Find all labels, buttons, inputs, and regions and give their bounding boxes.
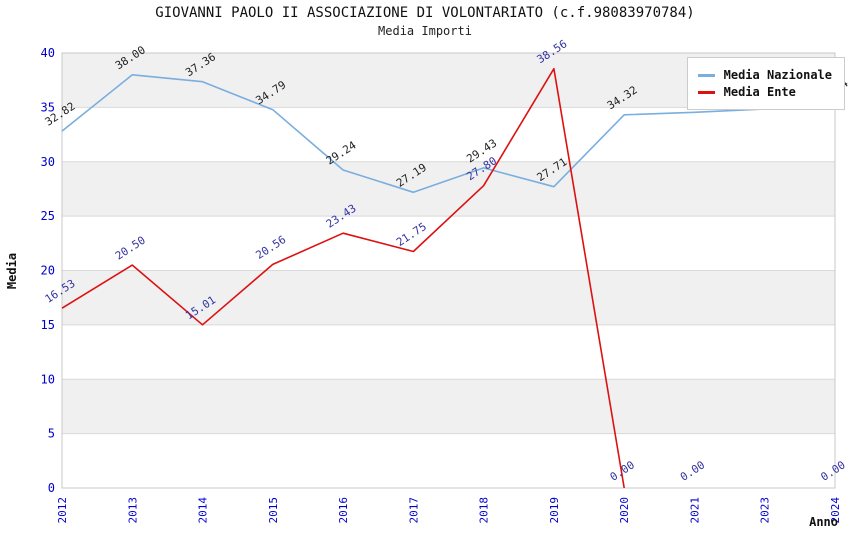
chart-title: GIOVANNI PAOLO II ASSOCIAZIONE DI VOLONT… xyxy=(155,5,695,21)
x-tick-label: 2018 xyxy=(478,497,491,524)
y-tick-label: 35 xyxy=(41,100,55,114)
legend-item-media-nazionale: Media Nazionale xyxy=(697,68,832,82)
line-swatch-icon xyxy=(697,90,715,94)
y-tick-label: 10 xyxy=(41,372,55,386)
plot-band xyxy=(62,379,835,434)
x-tick-label: 2019 xyxy=(548,497,561,524)
y-tick-label: 0 xyxy=(48,481,55,495)
y-axis-title: Media xyxy=(5,252,19,290)
plot-band xyxy=(62,324,835,380)
plot-band xyxy=(62,216,835,271)
y-tick-label: 30 xyxy=(41,155,55,169)
x-tick-label: 2021 xyxy=(688,497,701,524)
x-tick-label: 2016 xyxy=(337,497,350,524)
x-tick-label: 2015 xyxy=(267,497,280,524)
x-tick-label: 2012 xyxy=(56,497,69,524)
y-tick-label: 5 xyxy=(48,427,55,441)
x-tick-label: 2013 xyxy=(126,497,139,524)
legend: Media Nazionale Media Ente xyxy=(686,57,845,110)
y-tick-label: 25 xyxy=(41,209,55,223)
legend-label-media-nazionale: Media Nazionale xyxy=(723,68,832,82)
line-swatch-icon xyxy=(697,73,715,77)
chart-subtitle: Media Importi xyxy=(378,24,472,38)
x-tick-label: 2017 xyxy=(407,497,420,524)
plot-band xyxy=(62,107,835,162)
legend-label-media-ente: Media Ente xyxy=(723,85,796,99)
plot-band xyxy=(62,161,835,217)
y-tick-label: 40 xyxy=(41,46,55,60)
series-line-media-nazionale xyxy=(61,74,836,194)
plot-band xyxy=(62,270,835,325)
x-axis-title: Anno xyxy=(809,515,838,529)
legend-item-media-ente: Media Ente xyxy=(697,85,832,99)
x-tick-label: 2023 xyxy=(759,497,772,524)
x-tick-label: 2020 xyxy=(618,497,631,524)
x-tick-label: 2024 xyxy=(829,497,842,524)
x-tick-label: 2014 xyxy=(197,497,210,524)
plot-border xyxy=(61,52,836,489)
y-tick-label: 15 xyxy=(41,318,55,332)
y-tick-label: 20 xyxy=(41,264,55,278)
series-line-media-ente xyxy=(61,67,625,489)
plot-band xyxy=(62,433,835,488)
